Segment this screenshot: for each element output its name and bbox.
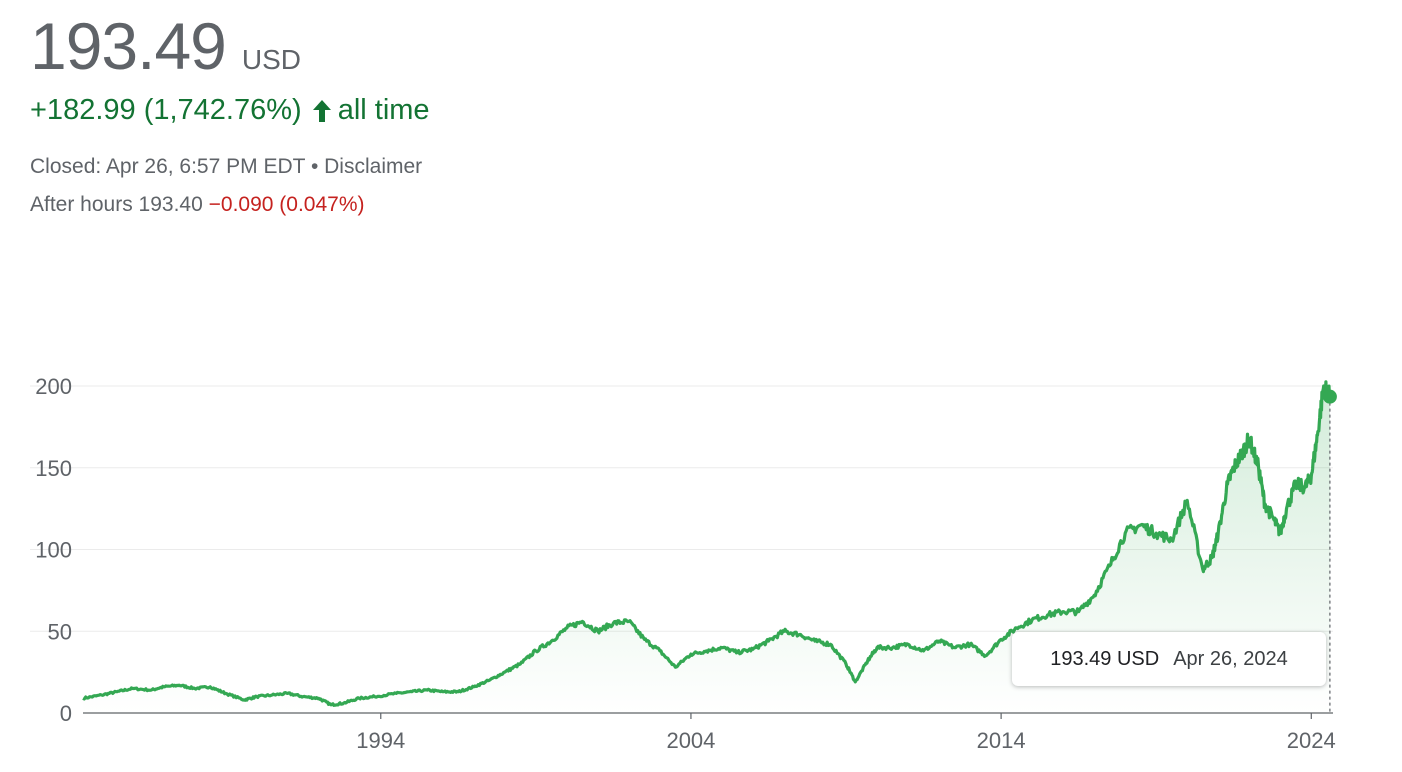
tooltip-value: 193.49 USD	[1050, 647, 1160, 670]
disclaimer-link[interactable]: Disclaimer	[324, 155, 423, 178]
after-hours-price: After hours 193.40	[30, 193, 203, 216]
x-tick-label: 2004	[666, 728, 715, 753]
price-change: +182.99 (1,742.76%) all time	[30, 94, 430, 127]
after-hours-change: −0.090 (0.047%)	[208, 193, 365, 216]
change-value: +182.99 (1,742.76%)	[30, 94, 302, 126]
closed-time: Closed: Apr 26, 6:57 PM EDT	[30, 155, 306, 178]
price-line	[82, 380, 1332, 707]
x-tick-label: 2024	[1287, 728, 1336, 753]
y-tick-label: 0	[60, 701, 72, 726]
chart-tooltip: 193.49 USD Apr 26, 2024	[1012, 632, 1326, 686]
change-period: all time	[337, 94, 430, 126]
price-area	[83, 381, 1330, 713]
tooltip-date: Apr 26, 2024	[1173, 647, 1288, 670]
x-tick-label: 2014	[977, 728, 1026, 753]
arrow-up-icon	[312, 99, 332, 123]
y-tick-label: 50	[48, 619, 72, 644]
separator-dot: •	[310, 155, 319, 178]
y-tick-label: 200	[35, 374, 72, 399]
currency-label: USD	[241, 44, 301, 75]
current-point-marker	[1322, 389, 1337, 404]
market-status: Closed: Apr 26, 6:57 PM EDT • Disclaimer	[30, 155, 422, 179]
price-header: 193.49 USD	[30, 8, 301, 84]
y-tick-label: 150	[35, 456, 72, 481]
current-price: 193.49	[30, 9, 227, 83]
after-hours: After hours 193.40 −0.090 (0.047%)	[30, 193, 364, 217]
x-tick-label: 1994	[356, 728, 405, 753]
y-tick-label: 100	[35, 538, 72, 563]
